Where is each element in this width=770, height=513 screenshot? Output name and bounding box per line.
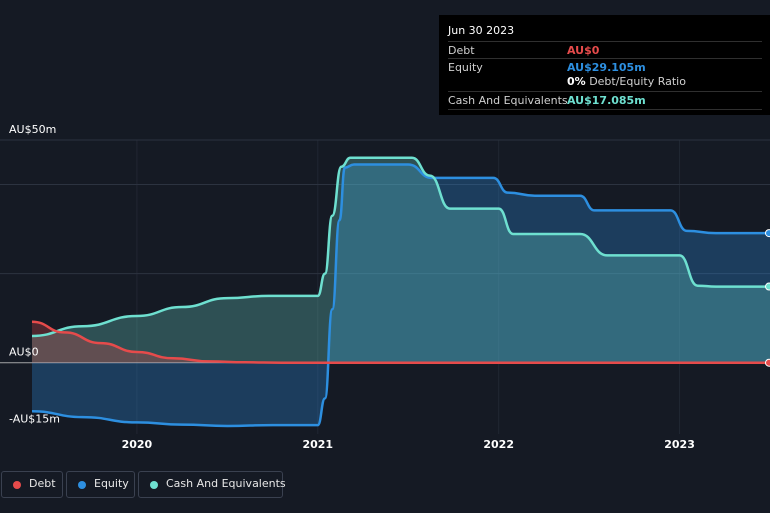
end-point-cash bbox=[765, 282, 770, 291]
area-cash bbox=[32, 157, 770, 363]
tooltip-label-equity: Equity bbox=[448, 61, 483, 74]
legend-dot-debt bbox=[13, 481, 21, 489]
tooltip-row-debt: Debt AU$0 bbox=[448, 41, 762, 59]
line-equity bbox=[31, 163, 770, 428]
x-tick-label: 2022 bbox=[483, 438, 514, 451]
end-point-equity bbox=[765, 229, 770, 238]
tooltip-ratio-value: 0% bbox=[567, 75, 586, 88]
y-tick-label: AU$50m bbox=[9, 123, 56, 136]
x-tick-label: 2021 bbox=[302, 438, 333, 451]
debt-equity-chart: AU$50m AU$0 -AU$15m 2020 2021 2022 2023 bbox=[0, 123, 770, 451]
tooltip-ratio: 0% Debt/Equity Ratio bbox=[567, 75, 686, 88]
tooltip-row-equity: Equity AU$29.105m bbox=[448, 58, 762, 76]
series-lines bbox=[31, 156, 770, 428]
legend-dot-equity bbox=[78, 481, 86, 489]
line-cash bbox=[31, 156, 770, 338]
x-tick-label: 2020 bbox=[122, 438, 153, 451]
tooltip-label-cash: Cash And Equivalents bbox=[448, 94, 568, 107]
tooltip-row-cash: Cash And Equivalents AU$17.085m bbox=[448, 91, 762, 110]
legend-label-cash: Cash And Equivalents bbox=[166, 477, 286, 490]
tooltip-ratio-label: Debt/Equity Ratio bbox=[589, 75, 686, 88]
area-equity bbox=[32, 164, 770, 426]
series-areas bbox=[32, 157, 770, 426]
axis-labels: AU$50m AU$0 -AU$15m 2020 2021 2022 2023 bbox=[9, 123, 695, 451]
end-point-debt bbox=[765, 358, 770, 367]
y-tick-label: -AU$15m bbox=[9, 413, 60, 426]
tooltip-date: Jun 30 2023 bbox=[448, 24, 515, 37]
tooltip-value-debt: AU$0 bbox=[567, 44, 600, 57]
area-debt bbox=[32, 321, 770, 363]
x-tick-label: 2023 bbox=[664, 438, 695, 451]
legend-item-equity[interactable]: Equity bbox=[66, 471, 135, 498]
legend-item-cash[interactable]: Cash And Equivalents bbox=[138, 471, 286, 498]
legend-item-debt[interactable]: Debt bbox=[1, 471, 63, 498]
line-debt bbox=[31, 320, 770, 364]
data-tooltip: Jun 30 2023 Debt AU$0 Equity AU$29.105m … bbox=[439, 15, 770, 115]
legend-label-debt: Debt bbox=[29, 477, 56, 490]
legend-dot-cash bbox=[150, 481, 158, 489]
gridlines bbox=[0, 139, 770, 434]
tooltip-label-debt: Debt bbox=[448, 44, 475, 57]
tooltip-value-equity: AU$29.105m bbox=[567, 61, 646, 74]
y-tick-label: AU$0 bbox=[9, 346, 39, 359]
legend-label-equity: Equity bbox=[94, 477, 129, 490]
tooltip-value-cash: AU$17.085m bbox=[567, 94, 646, 107]
